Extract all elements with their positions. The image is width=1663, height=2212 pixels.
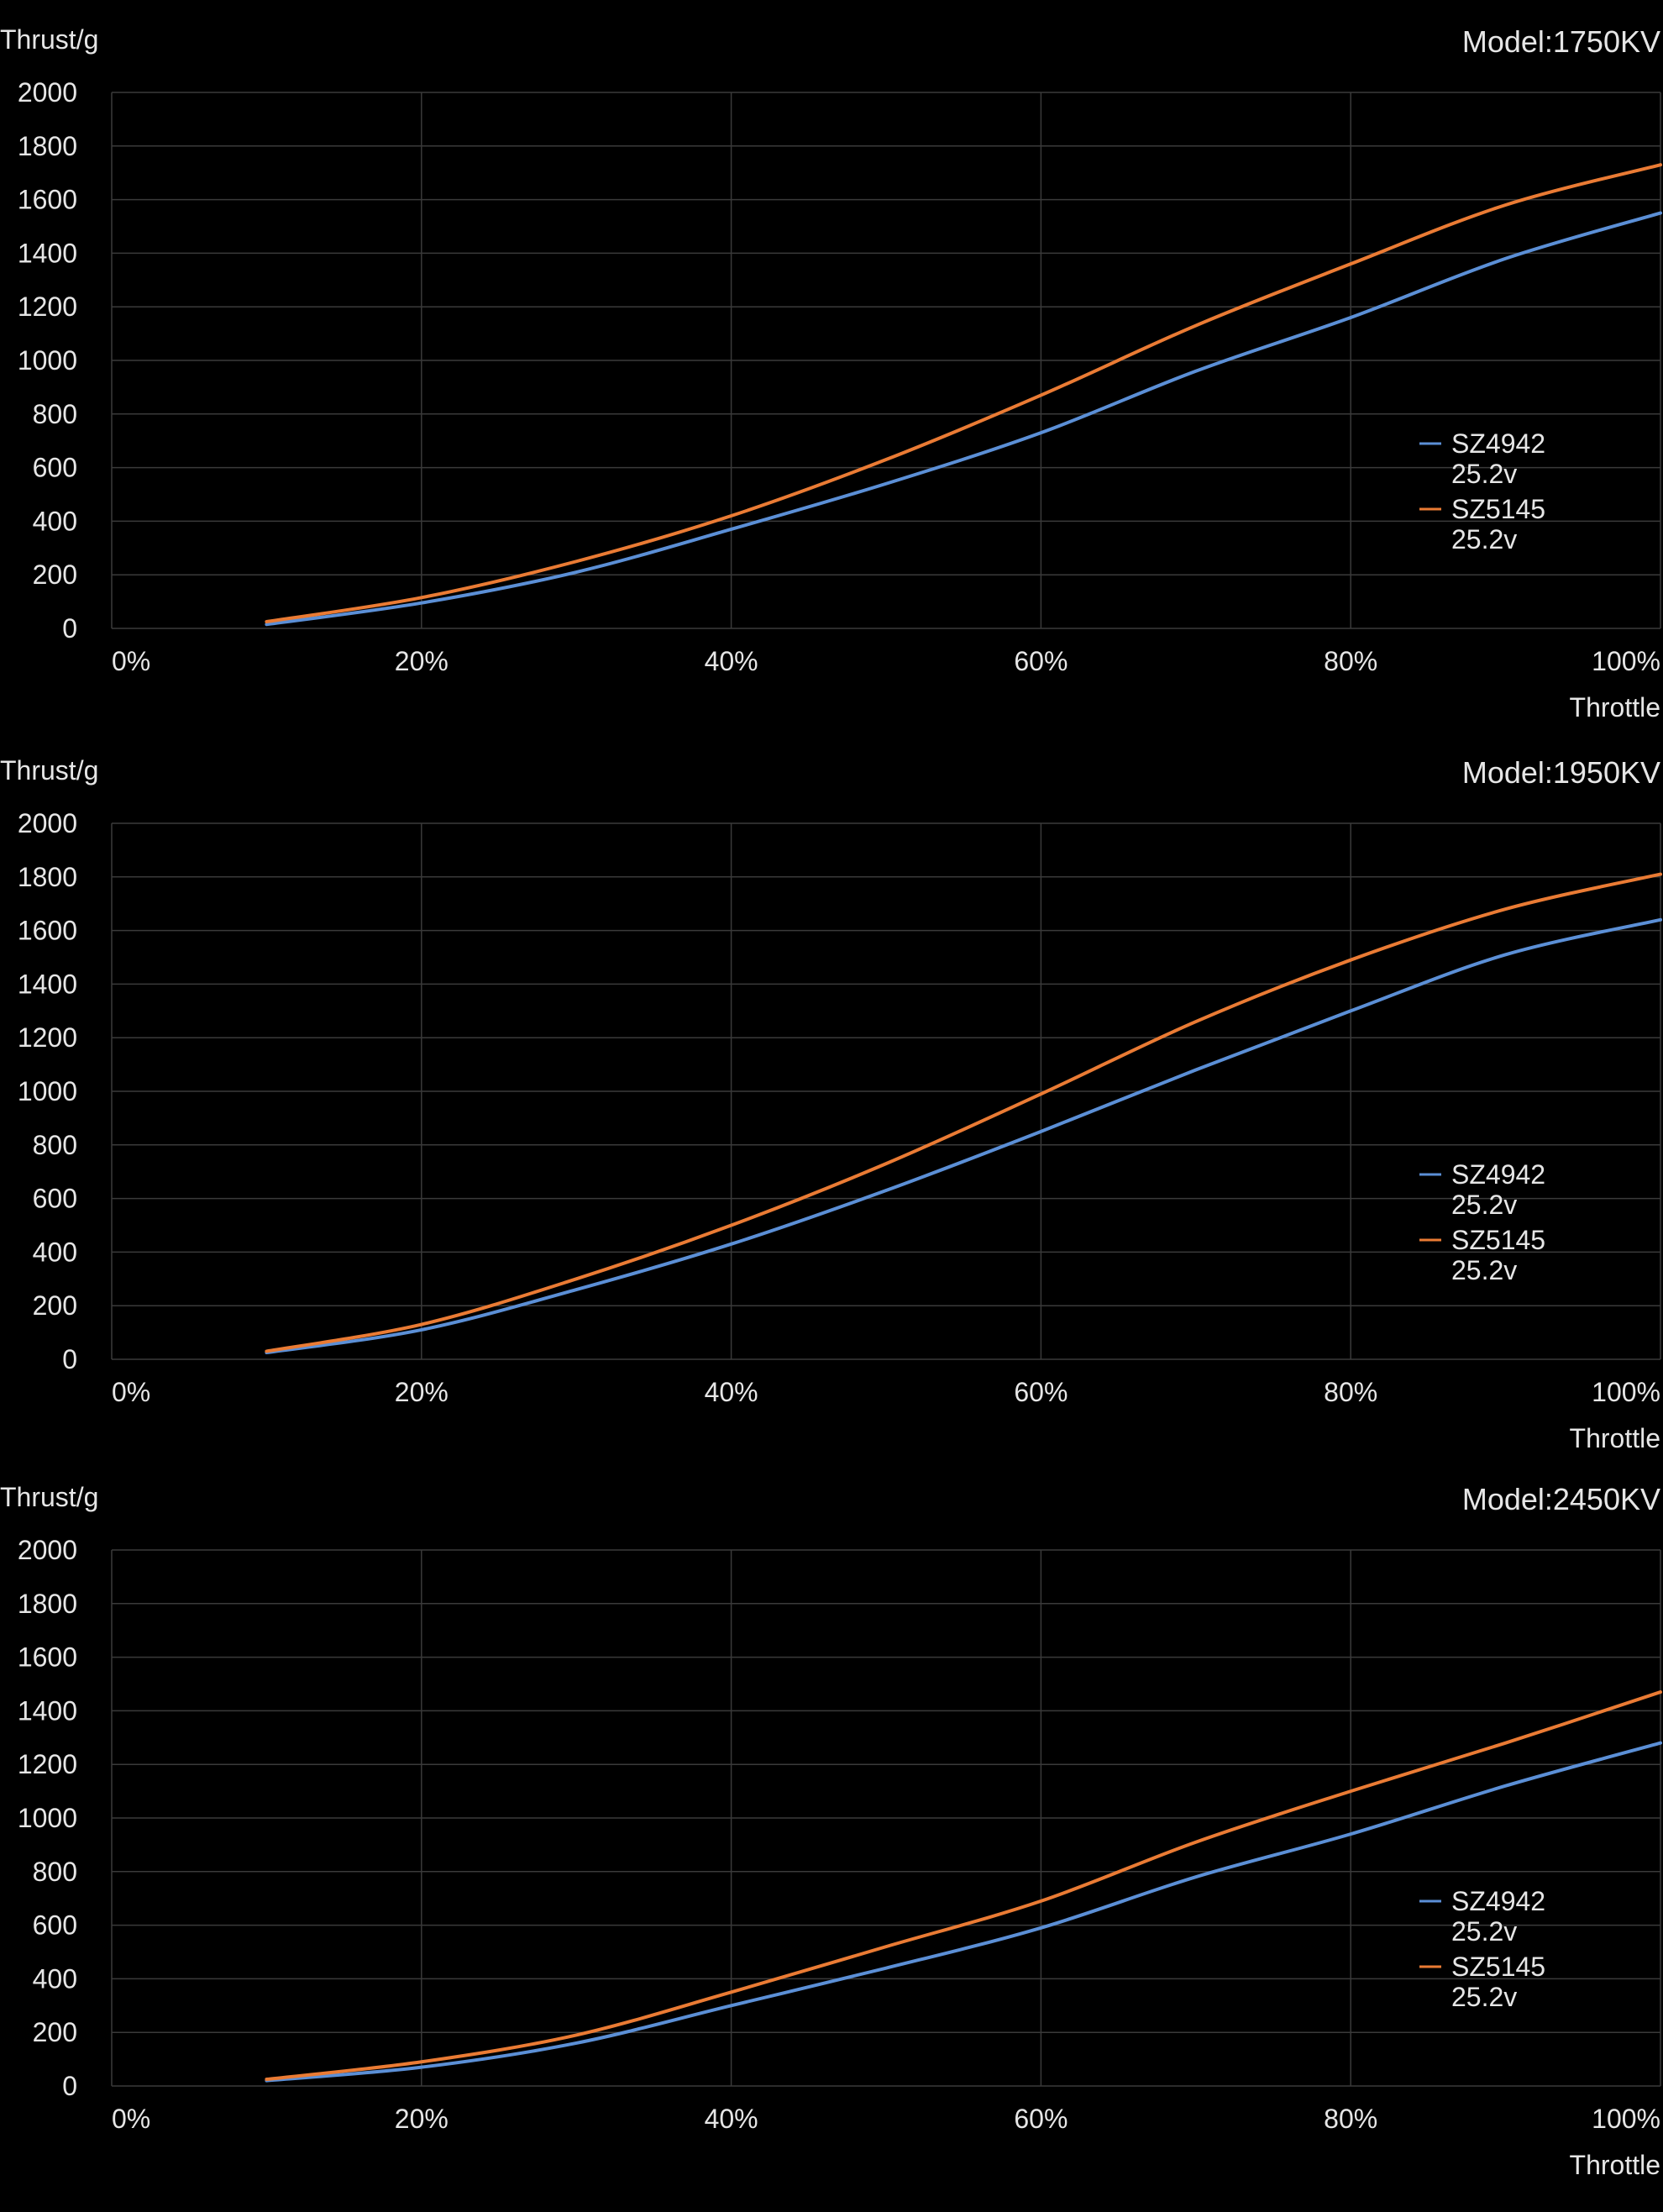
y-tick-label: 400 (33, 1963, 77, 1994)
x-tick-label: 40% (705, 646, 758, 676)
y-tick-label: 1800 (18, 131, 77, 161)
y-axis-label: Thrust/g (0, 1482, 98, 1512)
x-tick-label: 60% (1014, 1377, 1068, 1407)
y-tick-label: 1000 (18, 1076, 77, 1106)
series-line-sz5145 (265, 163, 1662, 624)
y-tick-label: 1600 (18, 1642, 77, 1673)
y-tick-label: 800 (33, 399, 77, 429)
legend-label: SZ4942 (1451, 428, 1545, 459)
legend-label: 25.2v (1451, 1916, 1517, 1947)
y-tick-label: 1200 (18, 1749, 77, 1779)
x-tick-label: 20% (395, 1377, 449, 1407)
x-tick-label: 80% (1324, 646, 1377, 676)
series-line-sz5145 (265, 872, 1662, 1353)
y-tick-label: 0 (62, 613, 77, 644)
x-tick-label: 100% (1592, 646, 1660, 676)
y-axis-label: Thrust/g (0, 755, 98, 785)
y-tick-label: 1000 (18, 1803, 77, 1833)
series-line-sz4942 (265, 211, 1662, 627)
legend-label: SZ4942 (1451, 1159, 1545, 1190)
y-tick-label: 400 (33, 506, 77, 536)
series-line-sz4942 (265, 917, 1662, 1355)
series-line-sz5145 (265, 1690, 1662, 2082)
y-tick-label: 600 (33, 453, 77, 483)
y-tick-label: 2000 (18, 808, 77, 838)
y-tick-label: 0 (62, 1344, 77, 1374)
legend-label: SZ4942 (1451, 1886, 1545, 1916)
x-tick-label: 40% (705, 2104, 758, 2134)
chart-1950kv: 0 200 400 600 800 1000 1200 1400 1600 1800 2000 0% 2… (0, 755, 1662, 1453)
y-tick-label: 600 (33, 1184, 77, 1214)
x-axis-label: Throttle (1570, 692, 1660, 722)
x-tick-label: 80% (1324, 1377, 1377, 1407)
y-tick-label: 1400 (18, 1695, 77, 1726)
x-axis-label: Throttle (1570, 1423, 1660, 1453)
y-tick-label: 200 (33, 560, 77, 590)
y-tick-label: 200 (33, 2017, 77, 2047)
y-tick-label: 1400 (18, 969, 77, 999)
legend-label: 25.2v (1451, 1190, 1517, 1220)
y-tick-label: 2000 (18, 77, 77, 108)
y-tick-label: 1800 (18, 1589, 77, 1619)
y-tick-label: 1600 (18, 916, 77, 946)
legend-label: SZ5145 (1451, 494, 1545, 524)
y-tick-label: 800 (33, 1857, 77, 1887)
y-tick-label: 2000 (18, 1535, 77, 1565)
y-tick-label: 1200 (18, 1022, 77, 1053)
y-tick-label: 0 (62, 2071, 77, 2101)
chart-title: Model:1750KV (1462, 24, 1660, 59)
legend-label: SZ5145 (1451, 1225, 1545, 1255)
chart-panel-1950kv: 0 200 400 600 800 1000 1200 1400 1600 1800 2000 0% 2… (0, 731, 1663, 1462)
x-tick-label: 20% (395, 2104, 449, 2134)
y-tick-label: 800 (33, 1130, 77, 1160)
chart-panel-2450kv: 0 200 400 600 800 1000 1200 1400 1600 1800 2000 0% 2… (0, 1458, 1663, 2188)
y-tick-label: 1400 (18, 238, 77, 268)
chart-1750kv: 0 200 400 600 800 1000 1200 1400 1600 1800 2000 0% 2… (0, 24, 1662, 722)
chart-2450kv: 0 200 400 600 800 1000 1200 1400 1600 1800 2000 0% 2… (0, 1482, 1662, 2180)
chart-title: Model:1950KV (1462, 755, 1660, 790)
y-tick-label: 1600 (18, 185, 77, 215)
x-tick-label: 0% (112, 646, 150, 676)
y-tick-label: 200 (33, 1290, 77, 1321)
x-tick-label: 100% (1592, 1377, 1660, 1407)
series-line-sz4942 (265, 1741, 1662, 2083)
x-tick-label: 100% (1592, 2104, 1660, 2134)
y-tick-label: 1200 (18, 292, 77, 322)
chart-panel-1750kv: 0 200 400 600 800 1000 1200 1400 1600 1800 2000 0% 2… (0, 0, 1663, 731)
legend-label: 25.2v (1451, 1982, 1517, 2012)
x-tick-label: 60% (1014, 2104, 1068, 2134)
y-tick-label: 400 (33, 1237, 77, 1267)
legend-label: 25.2v (1451, 459, 1517, 489)
x-tick-label: 0% (112, 1377, 150, 1407)
x-tick-label: 0% (112, 2104, 150, 2134)
chart-title: Model:2450KV (1462, 1482, 1660, 1516)
x-tick-label: 20% (395, 646, 449, 676)
y-tick-label: 1000 (18, 345, 77, 376)
y-tick-label: 1800 (18, 862, 77, 892)
x-tick-label: 80% (1324, 2104, 1377, 2134)
x-tick-label: 60% (1014, 646, 1068, 676)
legend-label: 25.2v (1451, 1255, 1517, 1285)
x-tick-label: 40% (705, 1377, 758, 1407)
x-axis-label: Throttle (1570, 2150, 1660, 2180)
legend-label: 25.2v (1451, 524, 1517, 554)
y-tick-label: 600 (33, 1910, 77, 1941)
legend-label: SZ5145 (1451, 1952, 1545, 1982)
y-axis-label: Thrust/g (0, 24, 98, 55)
